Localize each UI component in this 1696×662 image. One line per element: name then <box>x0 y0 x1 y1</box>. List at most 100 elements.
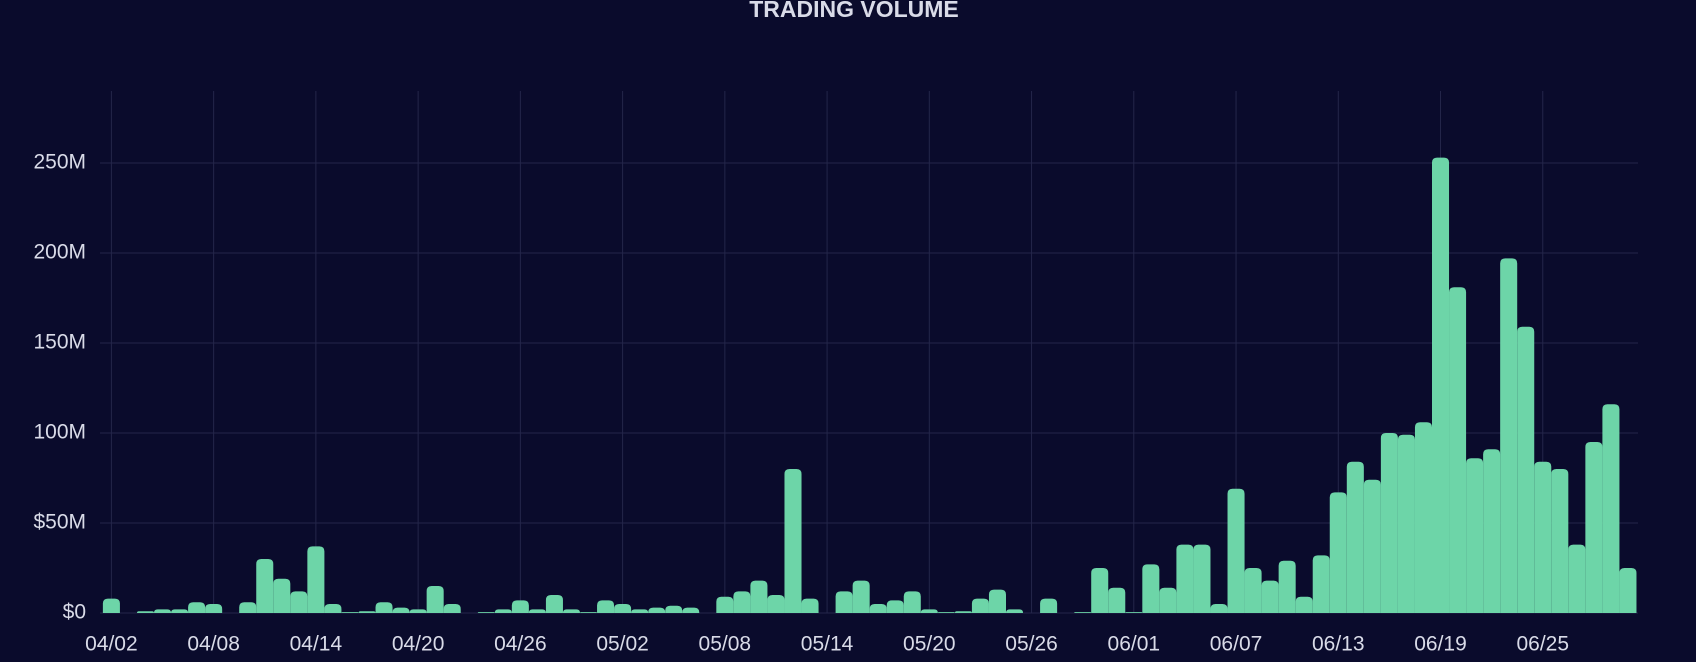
bar <box>1108 587 1126 613</box>
x-tick-label: 06/19 <box>1414 633 1467 656</box>
x-tick-label: 04/08 <box>187 633 240 656</box>
bar <box>528 609 546 613</box>
bar <box>1091 568 1109 613</box>
bar <box>392 607 410 613</box>
bar <box>1074 612 1092 613</box>
bar <box>1466 458 1484 613</box>
bar <box>954 611 972 613</box>
bar <box>188 602 206 613</box>
bar <box>205 604 223 613</box>
bar <box>937 612 955 613</box>
y-tick-label: 150M <box>33 331 86 354</box>
bar <box>903 591 921 613</box>
bar <box>290 591 308 613</box>
bar <box>1551 469 1569 613</box>
bar <box>665 605 683 613</box>
bar <box>801 598 819 613</box>
bar <box>494 609 512 613</box>
y-tick-label: $0 <box>63 601 86 624</box>
bar <box>1176 544 1194 613</box>
bar <box>1329 492 1347 613</box>
x-tick-label: 06/25 <box>1516 633 1569 656</box>
bar <box>767 595 785 613</box>
bar <box>631 609 649 613</box>
bar <box>1006 609 1024 613</box>
bar <box>648 607 666 613</box>
bar <box>1568 544 1586 613</box>
bar <box>1534 461 1552 613</box>
bar <box>716 596 734 613</box>
x-tick-label: 05/26 <box>1005 633 1058 656</box>
bar <box>852 580 870 613</box>
x-tick-label: 05/14 <box>801 633 854 656</box>
bar <box>886 600 904 613</box>
bar <box>920 609 938 613</box>
bar <box>562 609 580 613</box>
bar <box>869 604 887 613</box>
bar <box>1040 598 1058 613</box>
y-tick-label: $50M <box>33 511 86 534</box>
bar <box>682 607 700 613</box>
bar <box>239 602 257 613</box>
bar <box>1346 461 1364 613</box>
bar <box>154 609 172 613</box>
bar <box>256 559 274 613</box>
bar <box>511 600 529 613</box>
bar <box>597 600 615 613</box>
bar <box>1159 587 1177 613</box>
bar <box>1278 560 1296 613</box>
x-tick-label: 06/07 <box>1210 633 1263 656</box>
bar <box>784 469 802 613</box>
x-tick-label: 04/20 <box>392 633 445 656</box>
bar <box>988 589 1006 613</box>
x-tick-label: 04/02 <box>85 633 138 656</box>
bar <box>1483 449 1501 613</box>
bar <box>1244 568 1262 613</box>
x-tick-label: 05/02 <box>596 633 649 656</box>
y-tick-label: 200M <box>33 241 86 264</box>
bar <box>443 604 461 613</box>
bar <box>1312 555 1330 613</box>
bar <box>477 612 495 613</box>
bar <box>1193 544 1211 613</box>
bar <box>1602 404 1620 613</box>
x-tick-label: 04/14 <box>290 633 343 656</box>
bar <box>1380 433 1398 613</box>
bar <box>136 611 154 613</box>
bar <box>1432 157 1450 613</box>
bar <box>1227 488 1245 613</box>
bar <box>1295 596 1313 613</box>
bar <box>545 595 563 613</box>
bar <box>1125 612 1143 613</box>
x-tick-label: 04/26 <box>494 633 547 656</box>
x-tick-label: 06/01 <box>1108 633 1161 656</box>
x-tick-label: 05/08 <box>699 633 752 656</box>
bar <box>102 598 120 613</box>
bar <box>375 602 393 613</box>
y-tick-label: 250M <box>33 151 86 174</box>
y-tick-label: 100M <box>33 421 86 444</box>
bar <box>1210 604 1228 613</box>
chart-title: TRADING VOLUME <box>749 0 959 22</box>
bar <box>1414 422 1432 613</box>
bar <box>426 586 444 613</box>
bar <box>750 580 768 613</box>
bar <box>307 546 325 613</box>
bar <box>971 598 989 613</box>
bar <box>1585 442 1603 613</box>
bar <box>1500 258 1518 613</box>
bar <box>1397 434 1415 613</box>
bar <box>733 591 751 613</box>
bar <box>1363 479 1381 613</box>
bar <box>273 578 291 613</box>
bar <box>409 609 427 613</box>
bar <box>1619 568 1637 613</box>
bar <box>341 612 359 613</box>
x-tick-label: 06/13 <box>1312 633 1365 656</box>
bar <box>1517 326 1535 613</box>
bar <box>614 604 632 613</box>
bar <box>835 591 853 613</box>
bar <box>1261 580 1279 613</box>
